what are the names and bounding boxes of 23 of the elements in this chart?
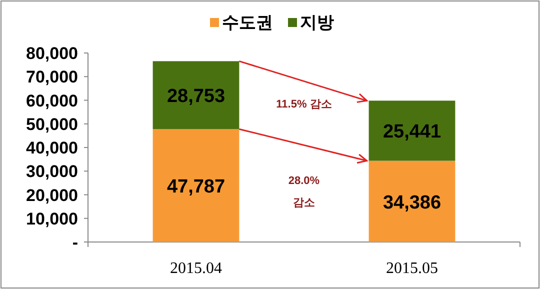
data-label: 47,787	[166, 176, 226, 198]
x-tick-label: 2015.04	[170, 260, 222, 277]
annotation: 11.5% 감소	[276, 98, 332, 110]
bar	[368, 160, 456, 242]
y-tick-label: 80,000	[26, 44, 78, 63]
x-tick-label: 2015.05	[386, 260, 438, 277]
y-tick-label: 70,000	[26, 68, 78, 87]
legend-label: 수도권	[222, 13, 273, 32]
y-tick-label: 40,000	[26, 138, 78, 158]
bar	[152, 61, 240, 130]
y-tick-label: 60,000	[26, 91, 78, 110]
data-label: 34,386	[382, 192, 442, 214]
y-tick-label: 50,000	[26, 114, 78, 134]
y-tick-label: 10,000	[26, 209, 78, 228]
data-label: 25,441	[382, 122, 442, 143]
annotation: 28.0% 감소	[288, 175, 320, 210]
legend-label: 지방	[300, 13, 334, 32]
bar	[368, 100, 456, 161]
y-tick-label: 30,000	[26, 162, 78, 182]
y-tick-label: 20,000	[26, 186, 78, 205]
data-label: 28,753	[166, 86, 226, 108]
bar	[152, 129, 240, 242]
y-tick-label: -	[72, 233, 78, 252]
